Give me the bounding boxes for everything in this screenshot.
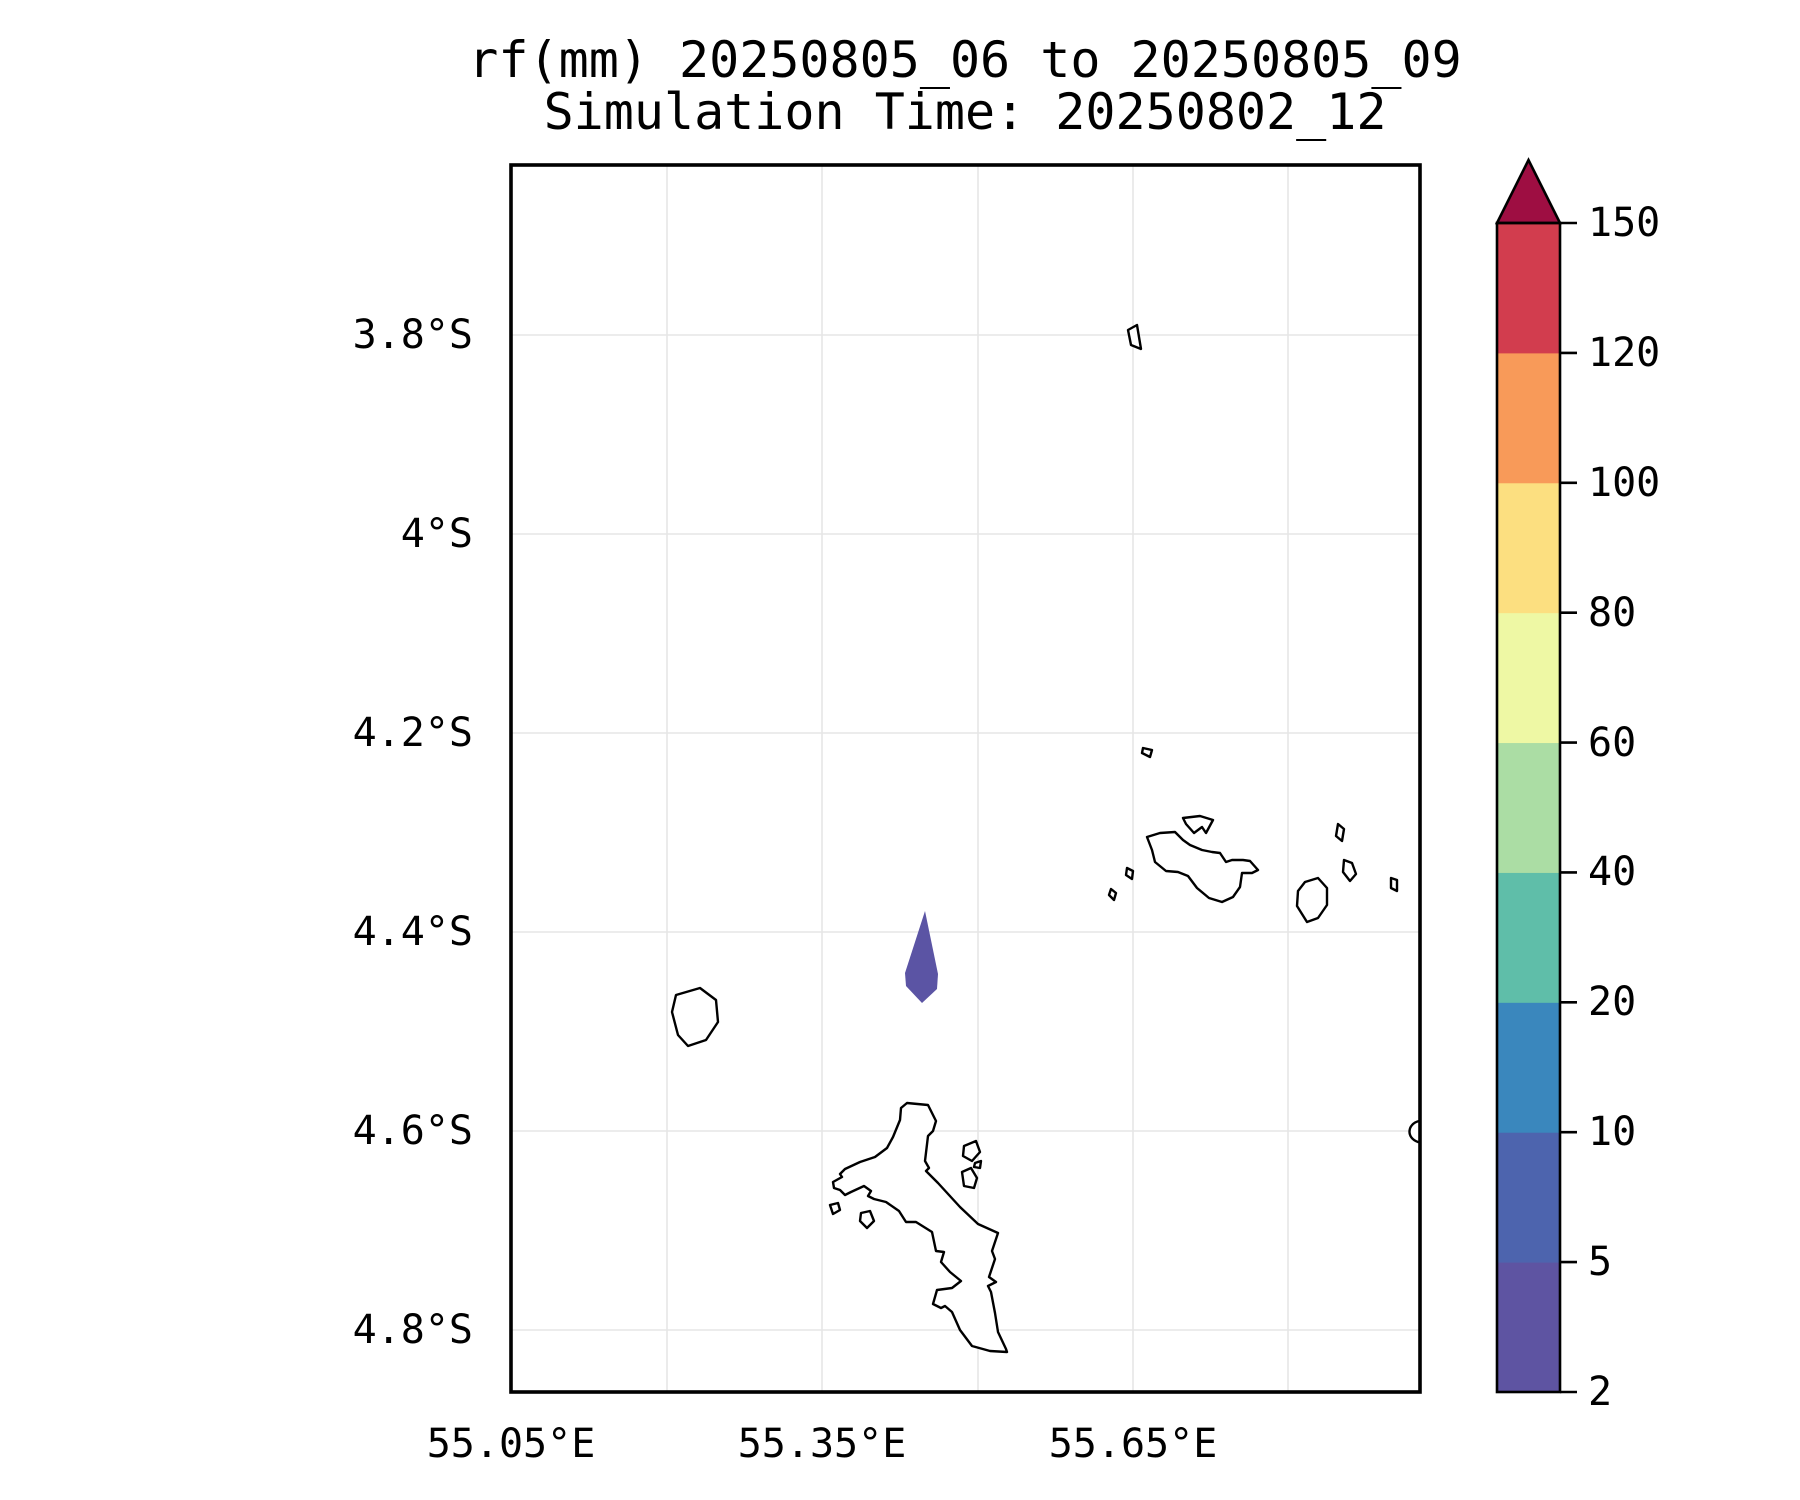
colorbar-tick-label: 20 xyxy=(1588,979,1637,1026)
map-frame xyxy=(509,163,1422,1394)
islet-conception xyxy=(858,1209,876,1230)
y-tick-label: 4.6°S xyxy=(352,1108,473,1154)
colorbar-tick-label: 2 xyxy=(1588,1369,1613,1415)
islet-ste-anne xyxy=(961,1139,982,1163)
colorbar-segment xyxy=(1497,1132,1560,1263)
island-silhouette xyxy=(670,986,720,1048)
colorbar-tick-label: 100 xyxy=(1588,459,1661,506)
y-tick-label: 4°S xyxy=(400,511,473,557)
x-tick-label: 55.35°E xyxy=(737,1421,907,1467)
islet-cerf xyxy=(960,1166,979,1190)
colorbar-segment xyxy=(1497,872,1560,1003)
plot-subtitle: Simulation Time: 20250802_12 xyxy=(543,83,1387,141)
island-denis xyxy=(1126,323,1143,351)
island-fregate-clipped xyxy=(1408,1119,1421,1144)
x-tick-label: 55.05°E xyxy=(426,1421,596,1467)
y-tick-label: 4.4°S xyxy=(352,909,473,955)
island-felicite-south xyxy=(1341,858,1358,883)
x-tick-label: 55.65°E xyxy=(1048,1421,1218,1467)
coastlines xyxy=(670,323,1421,1354)
colorbar xyxy=(1494,157,1577,1394)
island-praslin xyxy=(1145,830,1260,904)
colorbar-segment xyxy=(1497,612,1560,744)
island-marianne xyxy=(1389,876,1399,893)
island-cousin xyxy=(1124,866,1135,881)
colorbar-overflow-arrow xyxy=(1494,157,1563,225)
colorbar-tick-label: 10 xyxy=(1588,1109,1637,1156)
colorbar-segment xyxy=(1497,482,1560,614)
colorbar-tick-label: 120 xyxy=(1588,329,1661,376)
island-aride xyxy=(1140,746,1154,759)
colorbar-segment xyxy=(1497,1262,1560,1393)
colorbar-tick-label: 40 xyxy=(1588,849,1637,896)
rain-contour-patch xyxy=(905,911,938,1003)
island-felicite xyxy=(1334,822,1346,843)
y-tick-label: 3.8°S xyxy=(352,312,473,358)
colorbar-tick-label: 60 xyxy=(1588,719,1637,766)
colorbar-tick-label: 150 xyxy=(1588,200,1661,246)
island-curieuse xyxy=(1181,814,1215,835)
island-mahe xyxy=(831,1101,1009,1354)
colorbar-segment xyxy=(1497,742,1560,873)
colorbar-tick-label: 80 xyxy=(1588,589,1637,636)
grid-lines xyxy=(511,165,1420,1392)
islet-therese xyxy=(828,1201,842,1216)
colorbar-tick-label: 5 xyxy=(1588,1239,1613,1286)
island-la-digue xyxy=(1295,876,1329,924)
colorbar-outline xyxy=(1495,221,1562,1394)
map-border xyxy=(509,163,1422,1394)
plot-title: rf(mm) 20250805_06 to 20250805_09 xyxy=(468,31,1462,89)
y-tick-label: 4.8°S xyxy=(352,1307,473,1353)
colorbar-segment xyxy=(1497,352,1560,484)
islet-moyenne xyxy=(972,1159,983,1170)
colorbar-segment xyxy=(1497,223,1560,354)
colorbar-segment xyxy=(1497,1002,1560,1133)
y-tick-label: 4.2°S xyxy=(352,710,473,756)
island-cousine xyxy=(1107,887,1118,902)
